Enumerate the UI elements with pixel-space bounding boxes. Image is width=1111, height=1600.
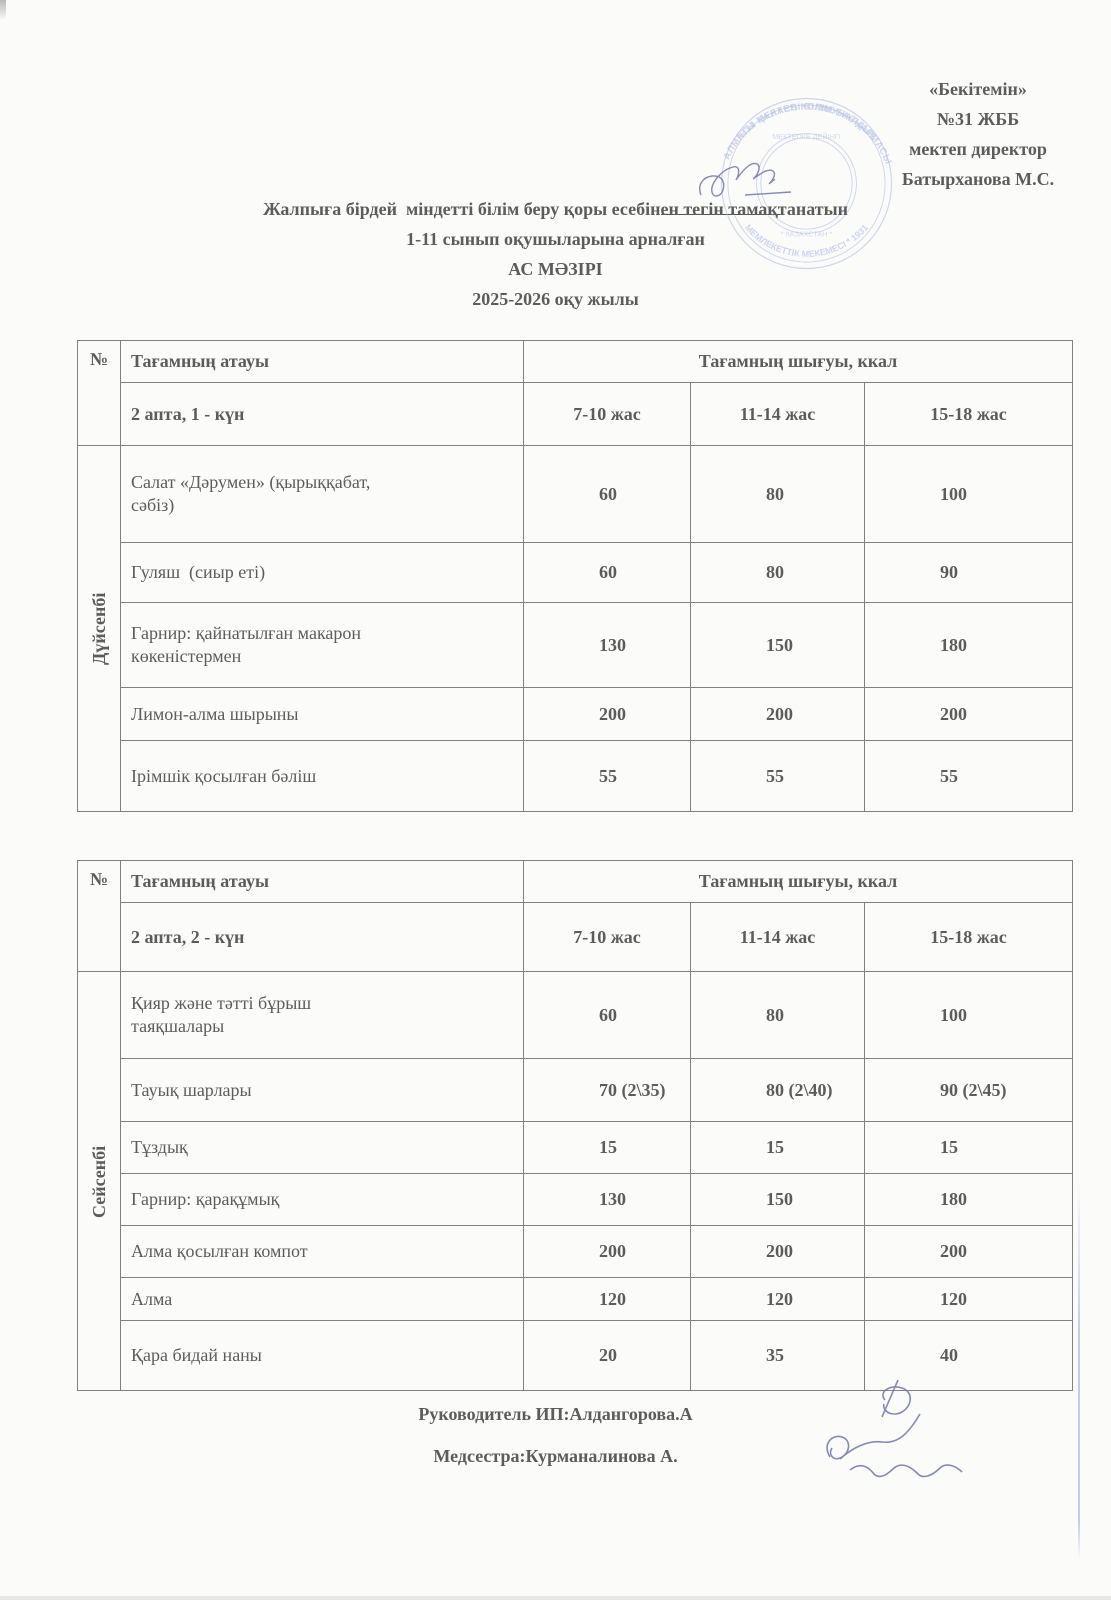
svg-text:МЕКТЕПКЕ ДЕЙІНГІ: МЕКТЕПКЕ ДЕЙІНГІ xyxy=(772,132,841,141)
